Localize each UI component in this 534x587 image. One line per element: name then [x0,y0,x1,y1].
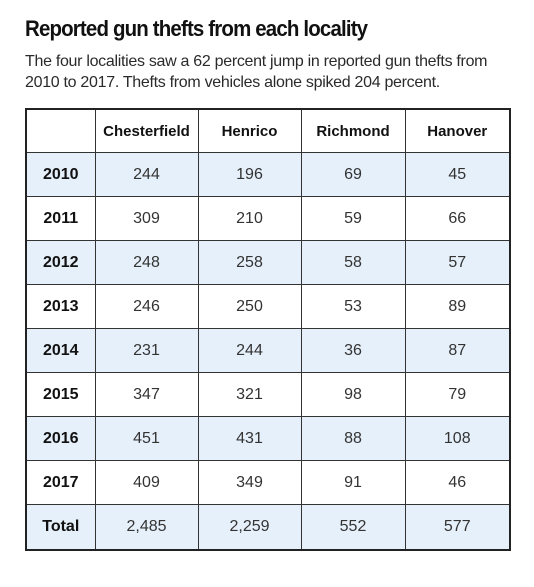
value-cell-henrico: 258 [197,240,302,285]
value-cell-hanover: 46 [404,460,511,505]
value-cell-richmond: 91 [300,460,406,505]
table-row: 2016 451 431 88 108 [25,416,511,461]
table-body: 2010 244 196 69 45 2011 309 210 59 66 2012 248 258 58… [25,152,511,505]
chart-subtitle: The four localities saw a 62 percent jum… [25,53,488,91]
table-row: 2017 409 349 91 46 [25,460,511,505]
table-row: 2015 347 321 98 79 [25,372,511,417]
value-cell-hanover: 45 [404,152,511,197]
value-cell-richmond: 36 [300,328,406,373]
year-label: 2010 [25,152,96,197]
column-header-richmond: Richmond [300,108,406,153]
column-header-chesterfield: Chesterfield [94,108,199,153]
header-row: Chesterfield Henrico Richmond Hanover [25,108,511,153]
value-cell-henrico: 196 [197,152,302,197]
table-footer: Total 2,485 2,259 552 577 [25,504,511,551]
table-header: Chesterfield Henrico Richmond Hanover [25,108,511,153]
value-cell-richmond: 53 [300,284,406,329]
total-row: Total 2,485 2,259 552 577 [25,504,511,551]
year-label: 2011 [25,196,96,241]
value-cell-chesterfield: 347 [94,372,199,417]
total-value-henrico: 2,259 [197,504,302,551]
value-cell-henrico: 244 [197,328,302,373]
table-row: 2014 231 244 36 87 [25,328,511,373]
value-cell-richmond: 98 [300,372,406,417]
value-cell-chesterfield: 409 [94,460,199,505]
value-cell-richmond: 69 [300,152,406,197]
chart-title: Reported gun thefts from each locality [25,16,368,41]
value-cell-chesterfield: 451 [94,416,199,461]
value-cell-richmond: 58 [300,240,406,285]
total-value-chesterfield: 2,485 [94,504,199,551]
total-value-hanover: 577 [404,504,511,551]
year-label: 2015 [25,372,96,417]
value-cell-henrico: 210 [197,196,302,241]
year-label: 2017 [25,460,96,505]
value-cell-hanover: 87 [404,328,511,373]
value-cell-richmond: 59 [300,196,406,241]
value-cell-hanover: 66 [404,196,511,241]
gun-thefts-table: Chesterfield Henrico Richmond Hanover 20… [25,108,511,551]
table-row: 2010 244 196 69 45 [25,152,511,197]
year-label: 2016 [25,416,96,461]
value-cell-hanover: 57 [404,240,511,285]
value-cell-henrico: 431 [197,416,302,461]
year-label: 2012 [25,240,96,285]
year-label: 2013 [25,284,96,329]
value-cell-chesterfield: 246 [94,284,199,329]
value-cell-hanover: 89 [404,284,511,329]
table-row: 2012 248 258 58 57 [25,240,511,285]
total-value-richmond: 552 [300,504,406,551]
column-header-henrico: Henrico [197,108,302,153]
value-cell-hanover: 108 [404,416,511,461]
table-row: 2013 246 250 53 89 [25,284,511,329]
table-row: 2011 309 210 59 66 [25,196,511,241]
value-cell-hanover: 79 [404,372,511,417]
year-label: 2014 [25,328,96,373]
corner-cell [25,108,96,153]
value-cell-chesterfield: 231 [94,328,199,373]
value-cell-chesterfield: 248 [94,240,199,285]
column-header-hanover: Hanover [404,108,511,153]
value-cell-chesterfield: 244 [94,152,199,197]
value-cell-henrico: 250 [197,284,302,329]
total-label: Total [25,504,96,551]
value-cell-henrico: 321 [197,372,302,417]
value-cell-henrico: 349 [197,460,302,505]
value-cell-richmond: 88 [300,416,406,461]
value-cell-chesterfield: 309 [94,196,199,241]
